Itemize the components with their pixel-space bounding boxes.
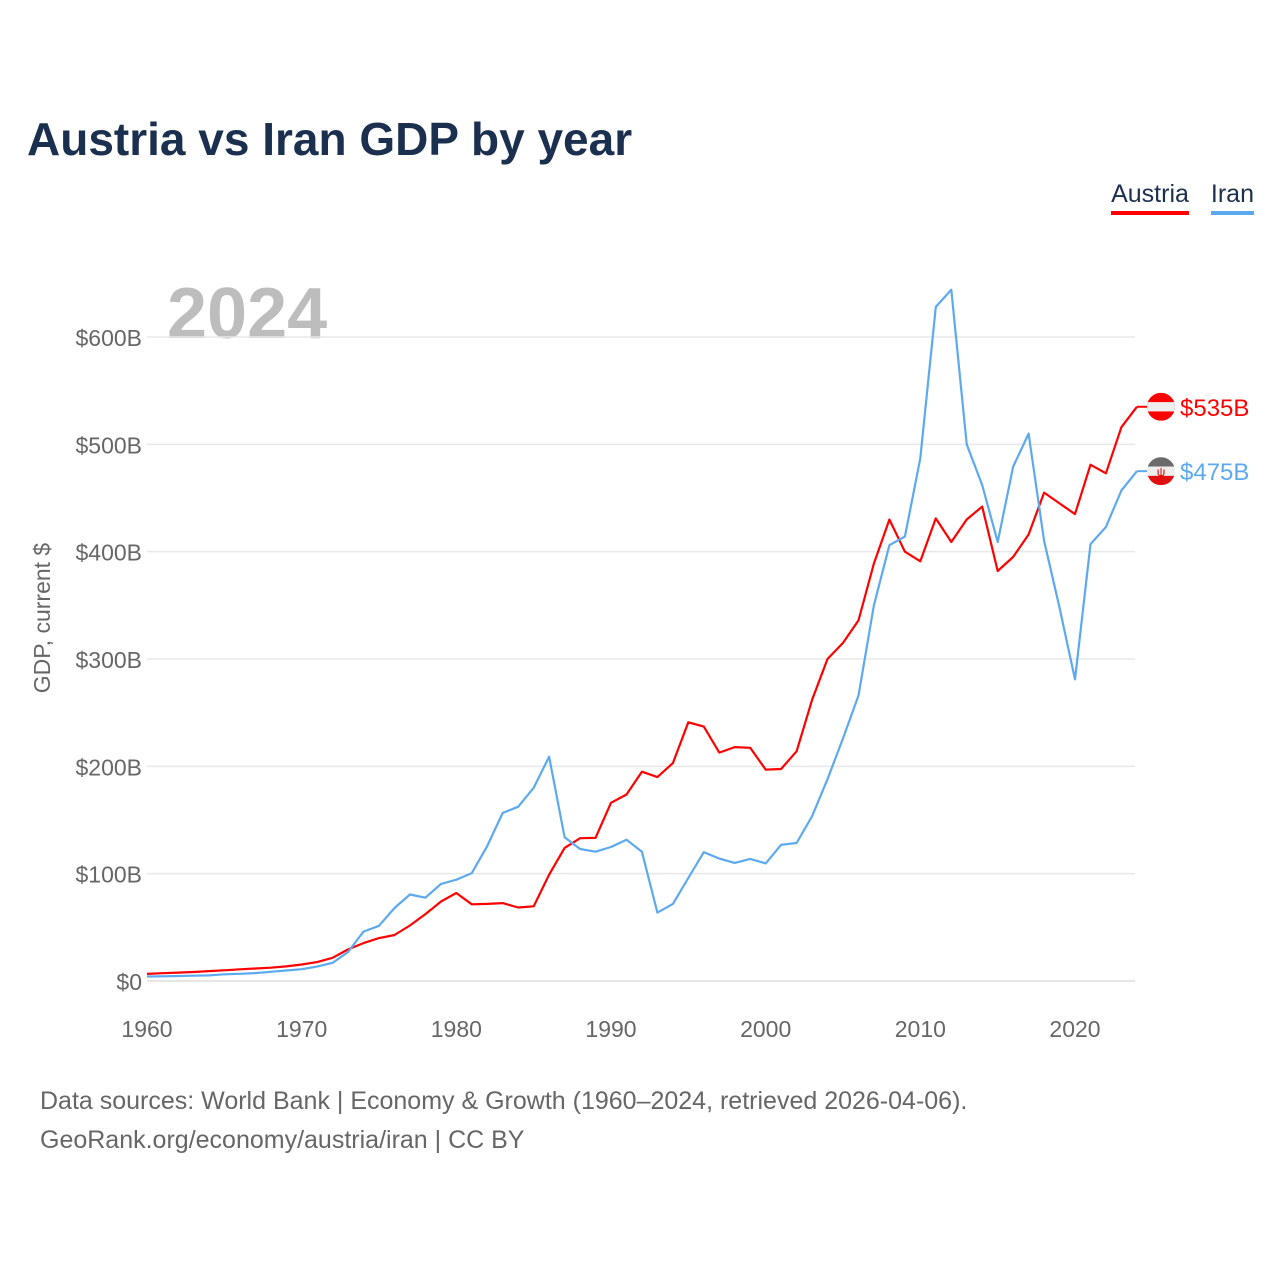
y-tick-label: $100B bbox=[75, 862, 142, 888]
y-tick-label: $600B bbox=[75, 325, 142, 351]
x-tick-label: 1960 bbox=[121, 1016, 172, 1042]
legend-iran[interactable]: Iran bbox=[1210, 180, 1254, 215]
y-tick-label: $0 bbox=[116, 969, 142, 995]
chart-title: Austria vs Iran GDP by year bbox=[27, 113, 633, 165]
x-tick-label: 1990 bbox=[585, 1016, 636, 1042]
svg-text:ψ: ψ bbox=[1157, 465, 1166, 479]
y-axis-label: GDP, current $ bbox=[29, 543, 55, 694]
y-tick-label: $200B bbox=[75, 754, 142, 780]
series-line-iran bbox=[146, 288, 1138, 978]
source-line-2[interactable]: GeoRank.org/economy/austria/iran | CC BY bbox=[40, 1126, 525, 1154]
flag-iran-icon: ψ bbox=[1147, 457, 1175, 486]
y-tick-label: $500B bbox=[75, 432, 142, 458]
flag-austria-icon bbox=[1147, 392, 1175, 421]
source-note: Data sources: World Bank | Economy & Gro… bbox=[40, 1082, 967, 1160]
source-line-1: Data sources: World Bank | Economy & Gro… bbox=[40, 1087, 968, 1115]
legend: Austria Iran bbox=[1111, 180, 1254, 215]
end-value-label-iran: $475B bbox=[1180, 459, 1249, 486]
y-tick-label: $400B bbox=[75, 540, 142, 566]
end-value-label-austria: $535B bbox=[1180, 395, 1249, 422]
x-tick-label: 1980 bbox=[431, 1016, 482, 1042]
series-line-austria bbox=[146, 406, 1138, 975]
current-year-label: 2024 bbox=[167, 274, 327, 354]
y-tick-label: $300B bbox=[75, 647, 142, 673]
x-tick-label: 2010 bbox=[895, 1016, 946, 1042]
legend-austria[interactable]: Austria bbox=[1111, 180, 1189, 215]
x-tick-label: 2000 bbox=[740, 1016, 791, 1042]
x-tick-label: 2020 bbox=[1049, 1016, 1100, 1042]
x-tick-label: 1970 bbox=[276, 1016, 327, 1042]
